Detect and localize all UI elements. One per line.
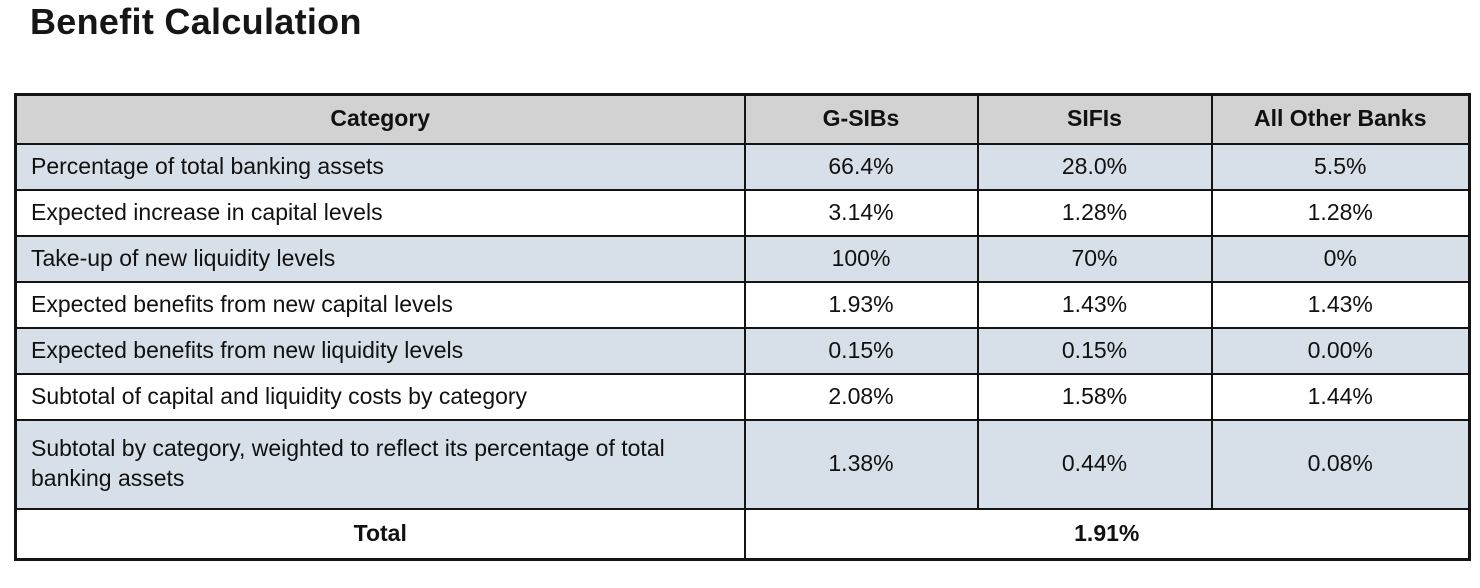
sifis-value-cell: 1.43% <box>976 280 1213 329</box>
column-header-sifis: SIFIs <box>976 93 1213 145</box>
total-row: Total 1.91% <box>14 507 1471 561</box>
sifis-value-cell: 1.58% <box>976 372 1213 421</box>
gsibs-value-cell: 100% <box>743 234 979 283</box>
other-banks-value-cell: 1.28% <box>1210 188 1471 237</box>
other-banks-value-cell: 1.44% <box>1210 372 1471 421</box>
gsibs-value-cell: 0.15% <box>743 326 979 375</box>
gsibs-value-cell: 3.14% <box>743 188 979 237</box>
sifis-value-cell: 0.44% <box>976 418 1213 510</box>
benefit-calculation-table: Category G-SIBs SIFIs All Other Banks Pe… <box>14 93 1471 561</box>
gsibs-value-cell: 1.38% <box>743 418 979 510</box>
column-header-category: Category <box>14 93 746 145</box>
sifis-value-cell: 70% <box>976 234 1213 283</box>
category-cell: Take-up of new liquidity levels <box>14 234 746 283</box>
other-banks-value-cell: 5.5% <box>1210 142 1471 191</box>
other-banks-value-cell: 1.43% <box>1210 280 1471 329</box>
other-banks-value-cell: 0.00% <box>1210 326 1471 375</box>
gsibs-value-cell: 2.08% <box>743 372 979 421</box>
sifis-value-cell: 1.28% <box>976 188 1213 237</box>
table-row: Expected benefits from new capital level… <box>14 280 1471 329</box>
header-row: Category G-SIBs SIFIs All Other Banks <box>14 93 1471 145</box>
column-header-all-other-banks: All Other Banks <box>1210 93 1471 145</box>
category-cell: Expected increase in capital levels <box>14 188 746 237</box>
column-header-gsibs: G-SIBs <box>743 93 979 145</box>
table-row: Subtotal by category, weighted to reflec… <box>14 418 1471 510</box>
sifis-value-cell: 0.15% <box>976 326 1213 375</box>
gsibs-value-cell: 1.93% <box>743 280 979 329</box>
table-row: Percentage of total banking assets 66.4%… <box>14 142 1471 191</box>
category-cell: Expected benefits from new liquidity lev… <box>14 326 746 375</box>
category-cell: Percentage of total banking assets <box>14 142 746 191</box>
page-title: Benefit Calculation <box>30 1 362 42</box>
category-cell: Subtotal by category, weighted to reflec… <box>14 418 746 510</box>
other-banks-value-cell: 0.08% <box>1210 418 1471 510</box>
category-cell: Subtotal of capital and liquidity costs … <box>14 372 746 421</box>
category-cell: Expected benefits from new capital level… <box>14 280 746 329</box>
gsibs-value-cell: 66.4% <box>743 142 979 191</box>
table-row: Take-up of new liquidity levels 100% 70%… <box>14 234 1471 283</box>
table-row: Expected increase in capital levels 3.14… <box>14 188 1471 237</box>
table-row: Subtotal of capital and liquidity costs … <box>14 372 1471 421</box>
table-row: Expected benefits from new liquidity lev… <box>14 326 1471 375</box>
total-value-cell: 1.91% <box>743 507 1471 561</box>
sifis-value-cell: 28.0% <box>976 142 1213 191</box>
total-label-cell: Total <box>14 507 746 561</box>
other-banks-value-cell: 0% <box>1210 234 1471 283</box>
